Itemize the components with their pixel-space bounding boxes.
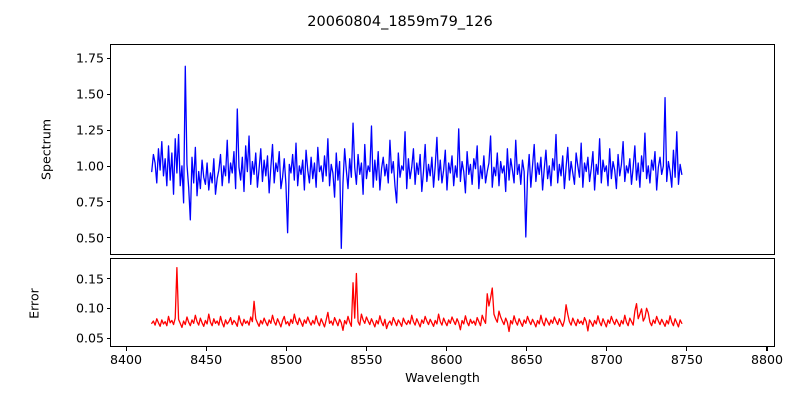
x-ticklabel: 8600 xyxy=(430,352,463,367)
x-tickmark xyxy=(766,347,768,351)
x-ticklabel: 8700 xyxy=(590,352,623,367)
x-tickmark xyxy=(446,347,448,351)
spectrum-y-ticklabel: 0.75 xyxy=(75,194,104,210)
chart-title: 20060804_1859m79_126 xyxy=(307,14,493,30)
spectrum-y-tickmark xyxy=(106,93,110,95)
x-ticklabel: 8750 xyxy=(670,352,703,367)
spectrum-y-tickmark xyxy=(106,129,110,131)
x-tickmark xyxy=(606,347,608,351)
error-y-tickmark xyxy=(106,278,110,280)
x-tickmark xyxy=(686,347,688,351)
x-ticklabel: 8650 xyxy=(510,352,543,367)
error-y-ticklabel: 0.05 xyxy=(75,330,104,346)
error-y-ticklabel: 0.10 xyxy=(75,300,104,316)
spectrum-y-ticklabel: 0.50 xyxy=(75,230,104,246)
spectrum-y-tickmark xyxy=(106,57,110,59)
error-axis-label: Error xyxy=(26,288,42,319)
error-y-tickmark xyxy=(106,307,110,310)
spectrum-panel xyxy=(110,44,775,255)
spectrum-y-tickmark xyxy=(106,165,110,167)
error-panel xyxy=(110,258,775,347)
spectrum-axis-label: Spectrum xyxy=(38,118,54,181)
spectrum-y-ticklabel: 1.00 xyxy=(75,158,104,174)
error-y-tickmark xyxy=(106,337,110,339)
spectrum-line-series xyxy=(111,45,774,254)
error-line-series xyxy=(111,259,774,346)
x-axis-label: Wavelength xyxy=(405,370,480,385)
spectrum-y-ticklabel: 1.75 xyxy=(75,50,104,66)
x-ticklabel: 8550 xyxy=(350,352,383,367)
error-y-ticklabel: 0.15 xyxy=(75,271,104,287)
spectrum-y-tickmark xyxy=(106,237,110,239)
x-tickmark xyxy=(205,347,207,351)
x-tickmark xyxy=(365,347,367,351)
spectrum-y-tickmark xyxy=(106,201,110,203)
x-ticklabel: 8800 xyxy=(750,352,784,367)
x-tickmark xyxy=(526,347,528,351)
x-tickmark xyxy=(125,347,127,351)
spectrum-y-ticklabel: 1.25 xyxy=(75,122,104,138)
x-ticklabel: 8500 xyxy=(270,352,303,367)
x-tickmark xyxy=(285,347,287,351)
x-ticklabel: 8400 xyxy=(109,352,143,367)
spectrum-y-ticklabel: 1.50 xyxy=(75,86,104,102)
x-ticklabel: 8450 xyxy=(190,352,223,367)
